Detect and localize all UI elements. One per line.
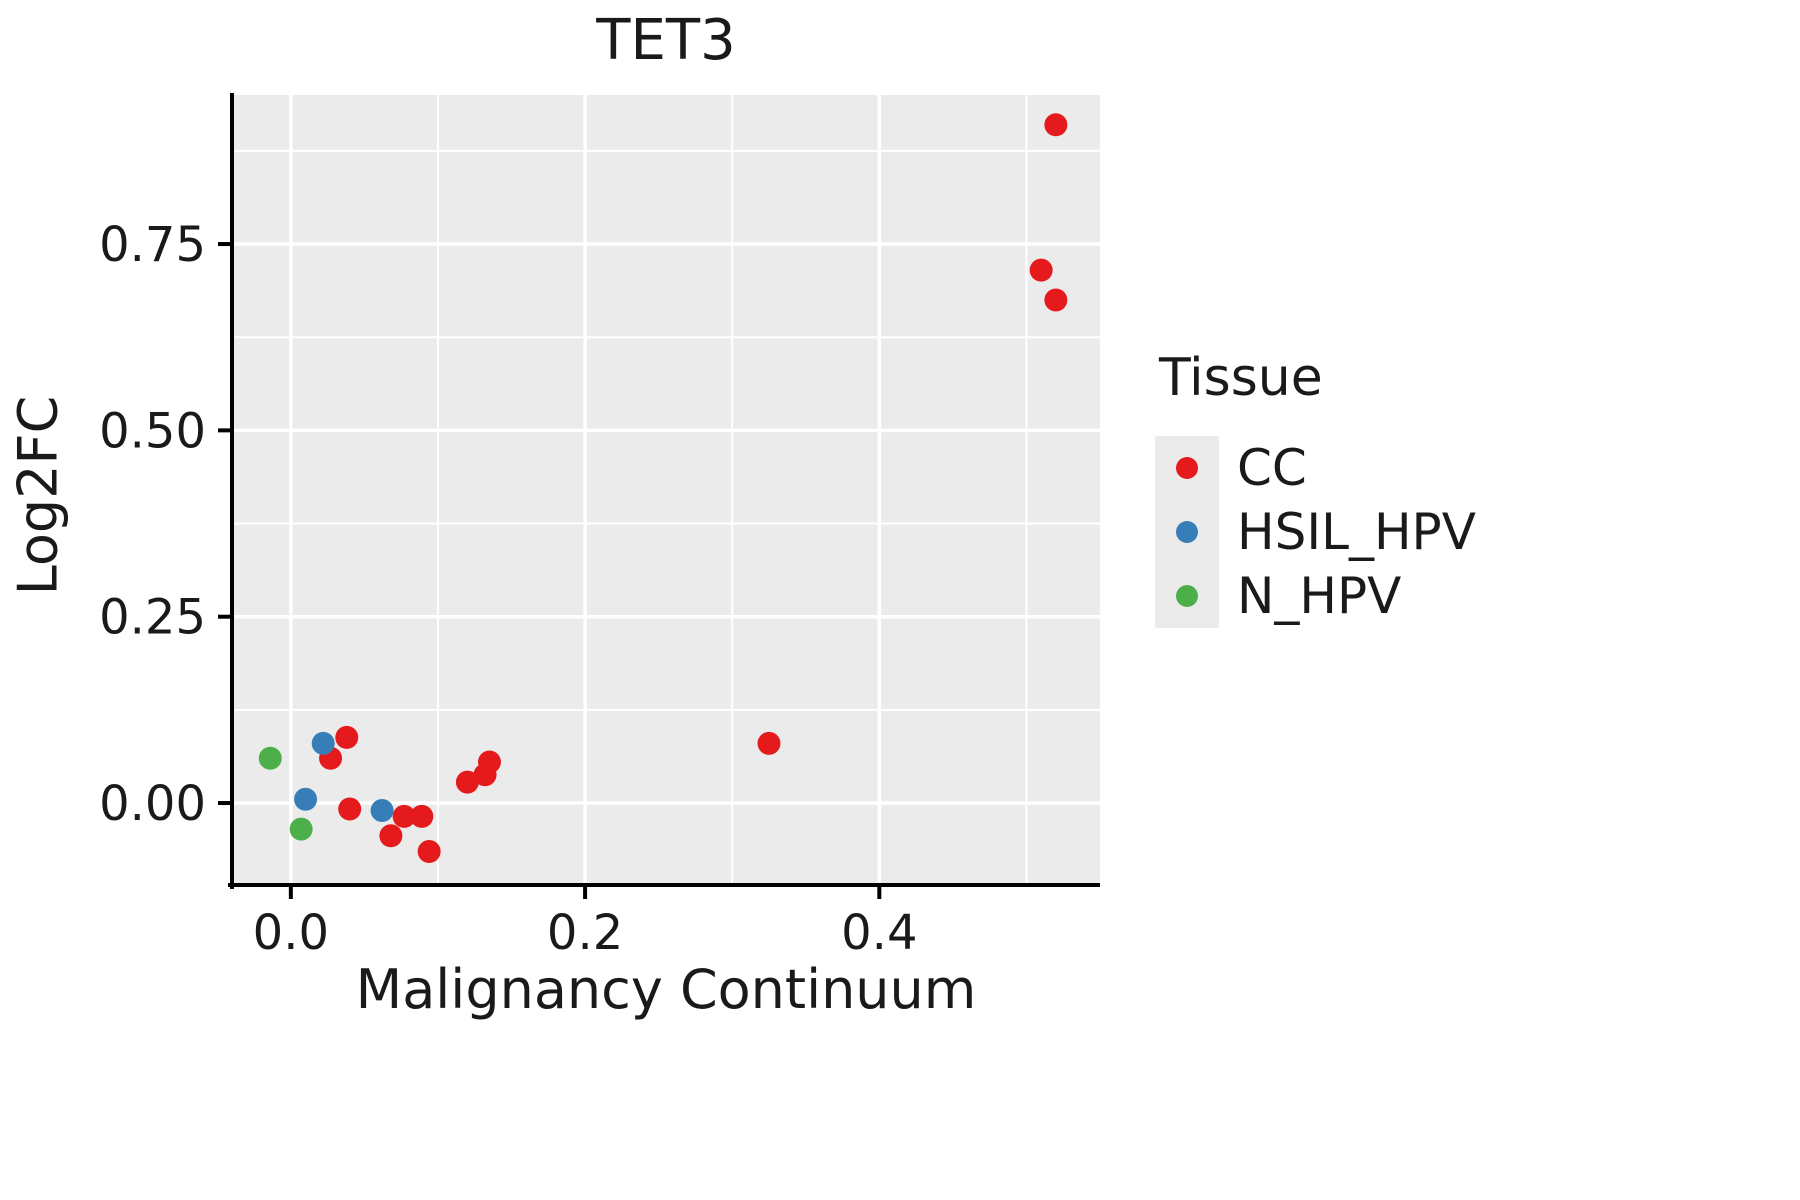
chart-title: TET3 xyxy=(596,8,736,73)
legend-dot-icon xyxy=(1176,585,1198,607)
data-point-cc xyxy=(473,763,497,787)
legend-entry: N_HPV xyxy=(1155,564,1476,628)
data-point-cc xyxy=(1044,113,1068,137)
legend-entry-label: CC xyxy=(1237,439,1307,497)
data-point-hsil_hpv xyxy=(311,731,335,755)
data-point-hsil_hpv xyxy=(370,798,394,822)
legend-key xyxy=(1155,436,1219,500)
data-point-cc xyxy=(1044,288,1068,312)
panel-background xyxy=(232,95,1100,885)
data-point-cc xyxy=(392,804,416,828)
data-point-cc xyxy=(1029,258,1053,282)
y-tick-label: 0.00 xyxy=(99,776,206,832)
data-point-cc xyxy=(379,824,403,848)
legend-entries: CC HSIL_HPV N_HPV xyxy=(1155,436,1476,628)
y-tick-label: 0.25 xyxy=(99,590,206,646)
data-point-n_hpv xyxy=(289,817,313,841)
data-point-cc xyxy=(455,770,479,794)
legend-dot-icon xyxy=(1176,521,1198,543)
legend-entry-label: HSIL_HPV xyxy=(1237,503,1476,561)
y-tick-label: 0.75 xyxy=(99,217,206,273)
data-point-hsil_hpv xyxy=(294,787,318,811)
data-point-cc xyxy=(417,839,441,863)
data-point-cc xyxy=(335,725,359,749)
legend-entry-label: N_HPV xyxy=(1237,567,1402,625)
data-point-n_hpv xyxy=(258,746,282,770)
legend-key xyxy=(1155,564,1219,628)
legend-key xyxy=(1155,500,1219,564)
y-axis-label: Log2FC xyxy=(6,395,70,596)
legend-entry: HSIL_HPV xyxy=(1155,500,1476,564)
x-axis-label: Malignancy Continuum xyxy=(355,958,977,1021)
y-tick-label: 0.50 xyxy=(99,403,206,459)
legend-dot-icon xyxy=(1176,457,1198,479)
data-point-cc xyxy=(338,797,362,821)
x-tick-label: 0.2 xyxy=(547,905,623,961)
legend: Tissue CC HSIL_HPV N_HPV xyxy=(1155,348,1476,628)
legend-entry: CC xyxy=(1155,436,1476,500)
x-tick-label: 0.4 xyxy=(841,905,917,961)
legend-title: Tissue xyxy=(1159,348,1323,408)
data-point-cc xyxy=(410,804,434,828)
data-point-cc xyxy=(757,731,781,755)
x-tick-label: 0.0 xyxy=(253,905,329,961)
